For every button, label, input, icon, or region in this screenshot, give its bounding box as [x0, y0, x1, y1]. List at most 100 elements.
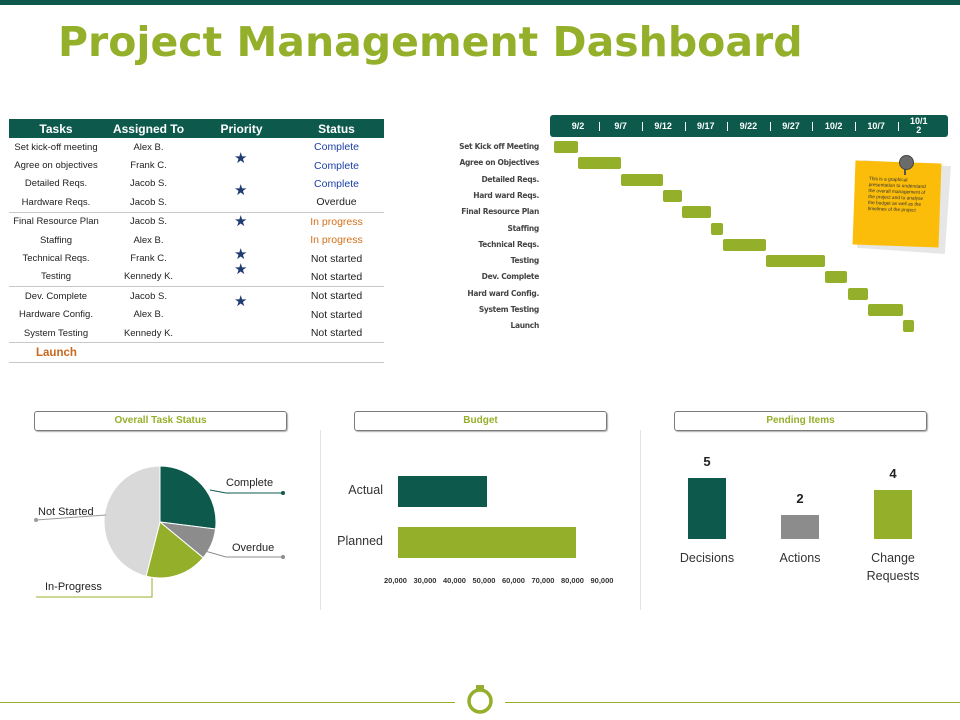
budget-bar [398, 527, 577, 558]
task-cell: Staffing [39, 234, 73, 246]
overall-status-header: Overall Task Status [34, 411, 287, 431]
pie-label: Complete [226, 477, 273, 489]
table-row: Testing Kennedy K. Not started [9, 268, 384, 287]
footer-line-left [0, 702, 455, 703]
gantt-date-separator [897, 122, 899, 131]
status-cell: In progress [289, 211, 384, 231]
task-cell: Technical Reqs. [22, 253, 90, 265]
gantt-date-label: 10/2 [824, 120, 843, 131]
pending-value-label: 5 [703, 454, 711, 469]
gantt-task-label: Staffing [507, 223, 540, 233]
table-row-launch: Launch [9, 342, 384, 364]
pending-category-label: Change Requests [866, 551, 920, 583]
gantt-date-separator [769, 122, 771, 131]
gantt-task-label: Final Resource Plan [461, 207, 539, 217]
assignee-cell: Frank C. [130, 253, 167, 265]
gantt-date-separator [812, 122, 814, 131]
status-cell: Overdue [316, 196, 357, 209]
pending-bar [688, 478, 726, 539]
table-row: Detailed Reqs. Jacob S. Complete [9, 175, 384, 193]
pending-bar [781, 514, 819, 539]
gantt-date-separator [684, 122, 686, 131]
table-row: Technical Reqs. Frank C. Not started [9, 249, 384, 267]
status-cell: Not started [310, 252, 363, 265]
pending-items-header: Pending Items [674, 411, 927, 431]
budget-tick-label: 20,000 [384, 576, 407, 585]
pie-leader-dot [281, 491, 285, 495]
gantt-date-label: 10/7 [867, 120, 885, 131]
star-icon: ★ [234, 261, 248, 278]
gantt-task-label: Hard ward Config. [467, 288, 539, 298]
task-cell: Final Resource Plan [9, 211, 103, 231]
status-cell: Not started [310, 327, 363, 340]
task-cell: Set kick-off meeting [14, 141, 98, 153]
col-header-status: Status [289, 119, 384, 138]
gantt-bar [868, 304, 903, 316]
gantt-task-label: Detailed Reqs. [481, 174, 539, 184]
task-table: Tasks Assigned To Priority Status Set ki… [9, 119, 384, 364]
top-accent-bar [0, 0, 960, 5]
task-cell: Dev. Complete [9, 286, 103, 306]
budget-category-label: Planned [337, 534, 383, 548]
pie-leader-line [209, 489, 283, 494]
pie-leader-dot [34, 518, 38, 522]
assignee-cell: Jacob S. [103, 286, 194, 306]
star-icon: ★ [234, 293, 248, 310]
gantt-bar [578, 157, 621, 170]
gantt-bar [903, 320, 914, 333]
gantt-task-label: System Testing [478, 305, 539, 314]
pie-label: Not Started [38, 506, 94, 518]
gantt-task-label: Technical Reqs. [478, 239, 539, 249]
gantt-date-separator [599, 122, 601, 131]
table-row: Agree on objectives Frank C. Complete [9, 156, 384, 174]
gantt-date-label: 9/12 [654, 120, 672, 131]
assignee-cell: Jacob S. [130, 196, 167, 208]
gantt-date-label: 9/7 [614, 120, 627, 131]
status-cell: Not started [289, 286, 384, 306]
assignee-cell: Jacob S. [130, 178, 167, 190]
pending-category-label: Actions [779, 551, 821, 565]
star-icon: ★ [234, 213, 248, 230]
task-cell: Detailed Reqs. [24, 178, 88, 190]
launch-label: Launch [9, 342, 384, 364]
budget-bar [398, 476, 488, 507]
gantt-date-label: 9/22 [739, 120, 758, 131]
assignee-cell: Frank C. [130, 160, 167, 172]
budget-tick-label: 40,000 [443, 576, 466, 585]
table-row: System Testing Kennedy K. Not started [9, 324, 384, 343]
gantt-date-label: 10/1 2 [910, 116, 928, 135]
budget-tick-label: 50,000 [472, 576, 496, 585]
gantt-bar [554, 141, 578, 153]
gantt-date-separator [854, 122, 856, 131]
pie-label: In-Progress [45, 581, 102, 593]
table-row: Final Resource Plan Jacob S. In progress [9, 211, 384, 231]
star-icon: ★ [234, 246, 248, 263]
gantt-date-separator [727, 122, 729, 131]
col-header-priority: Priority [194, 119, 289, 138]
gantt-bar [848, 287, 868, 300]
assignee-cell: Kennedy K. [123, 271, 174, 283]
budget-tick-label: 30,000 [413, 576, 437, 585]
gantt-bar [711, 222, 723, 235]
budget-header: Budget [354, 411, 607, 431]
pie-leader-line [36, 578, 153, 598]
gantt-date-label: 9/27 [782, 120, 800, 131]
status-cell: Not started [310, 270, 363, 283]
task-cell: Testing [40, 271, 72, 283]
status-cell: Complete [314, 177, 359, 190]
col-header-assigned: Assigned To [103, 119, 194, 138]
table-row: Staffing Alex B. In progress [9, 231, 384, 249]
priority-cell [194, 286, 289, 306]
col-header-tasks: Tasks [9, 119, 103, 138]
gantt-date-label: 9/2 [571, 120, 585, 131]
gantt-task-label: Dev. Complete [481, 272, 540, 282]
task-cell: Hardware Config. [19, 309, 93, 321]
gantt-task-label: Agree on Objectives [459, 158, 539, 168]
gantt-bar [663, 189, 682, 202]
gantt-task-label: Hard ward Reqs. [473, 190, 539, 200]
table-row: Hardware Reqs. Jacob S. Overdue [9, 193, 384, 212]
gantt-bar [621, 173, 663, 186]
star-icon: ★ [234, 182, 248, 199]
assignee-cell: Alex B. [133, 234, 164, 246]
gantt-bar [825, 271, 847, 284]
